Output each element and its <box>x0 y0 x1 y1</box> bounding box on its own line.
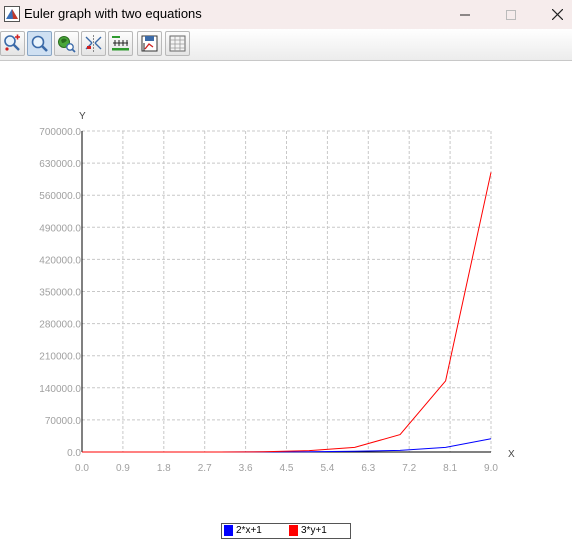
data-table-icon <box>169 35 186 52</box>
x-axis-label: X <box>508 449 515 460</box>
legend-label: 3*y+1 <box>301 525 327 536</box>
legend-swatch <box>289 525 298 536</box>
series-line <box>82 172 492 453</box>
zoom-button[interactable] <box>27 31 52 56</box>
y-tick-label: 560000.0 <box>39 191 81 202</box>
y-tick-label: 350000.0 <box>39 288 81 299</box>
auto-scale-icon <box>85 35 102 52</box>
series-line <box>82 438 492 453</box>
line-chart: 0.0 0.9 1.8 2.7 3.6 4.5 5.4 6.3 7.2 8.1 9.0 0.0 7000… <box>39 111 515 474</box>
save-chart-icon <box>141 35 158 52</box>
x-tick-label: 9.0 <box>484 463 498 474</box>
toolbar <box>0 29 572 61</box>
app-icon <box>4 6 20 22</box>
x-tick-label: 6.3 <box>361 463 375 474</box>
x-tick-label: 3.6 <box>239 463 253 474</box>
y-tick-label: 630000.0 <box>39 159 81 170</box>
x-tick-label: 8.1 <box>443 463 457 474</box>
axis-settings-button[interactable] <box>108 31 133 56</box>
y-tick-label: 490000.0 <box>39 223 81 234</box>
y-tick-label: 140000.0 <box>39 384 81 395</box>
y-tick-label: 70000.0 <box>45 416 82 427</box>
close-button[interactable] <box>534 0 572 29</box>
x-tick-label: 0.9 <box>116 463 130 474</box>
axis-settings-icon <box>112 36 129 51</box>
zoom-in-icon <box>4 34 20 51</box>
chart-legend: 2*x+1 3*y+1 <box>221 523 351 539</box>
minimize-icon <box>460 14 470 15</box>
legend-item: 3*y+1 <box>289 525 327 536</box>
x-tick-label: 4.5 <box>280 463 294 474</box>
pan-button[interactable] <box>54 31 79 56</box>
y-tick-label: 420000.0 <box>39 255 81 266</box>
y-tick-label: 280000.0 <box>39 320 81 331</box>
y-tick-label: 0.0 <box>67 448 81 459</box>
title-bar: Euler graph with two equations <box>0 0 572 30</box>
auto-scale-button[interactable] <box>81 31 106 56</box>
data-table-button[interactable] <box>165 31 190 56</box>
legend-swatch <box>224 525 233 536</box>
y-axis-label: Y <box>79 111 86 122</box>
legend-label: 2*x+1 <box>236 525 262 536</box>
x-tick-label: 7.2 <box>402 463 416 474</box>
legend-item: 2*x+1 <box>224 525 262 536</box>
window-title: Euler graph with two equations <box>24 6 202 21</box>
x-tick-label: 0.0 <box>75 463 89 474</box>
maximize-icon <box>506 9 516 20</box>
close-icon <box>551 9 563 20</box>
minimize-button[interactable] <box>442 0 488 29</box>
maximize-button[interactable] <box>488 0 534 29</box>
x-tick-label: 2.7 <box>198 463 212 474</box>
x-tick-label: 1.8 <box>157 463 171 474</box>
y-tick-label: 210000.0 <box>39 352 81 363</box>
pan-icon <box>58 36 76 53</box>
x-tick-label: 5.4 <box>320 463 334 474</box>
save-chart-button[interactable] <box>137 31 162 56</box>
zoom-icon <box>31 35 48 52</box>
zoom-in-button[interactable] <box>0 31 25 56</box>
y-tick-label: 700000.0 <box>39 127 81 138</box>
